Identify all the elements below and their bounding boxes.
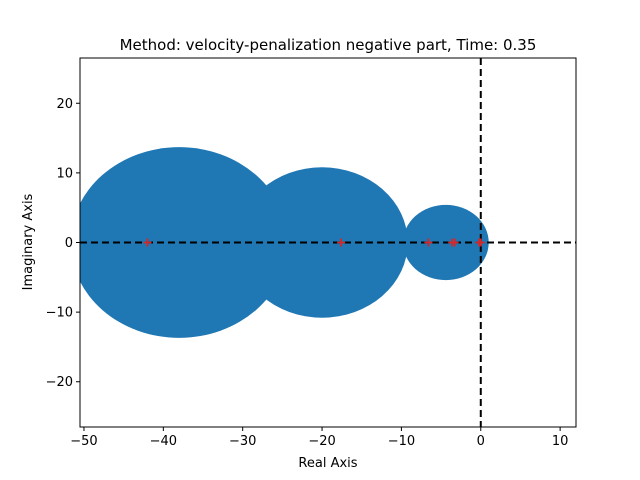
- marker-4: [450, 238, 459, 247]
- x-tick-label-1: −40: [150, 434, 177, 449]
- marker-6: [476, 238, 485, 247]
- marker-0: [143, 238, 152, 247]
- marker-1: [337, 238, 346, 247]
- y-tick-label-3: 10: [56, 166, 73, 181]
- x-tick-label-5: 0: [477, 434, 485, 449]
- axis-ticks: −50 −40 −30 −20 −10 0 10 −20 −10 0 10 20: [46, 97, 569, 449]
- x-tick-label-4: −10: [388, 434, 415, 449]
- chart-title: Method: velocity-penalization negative p…: [120, 36, 537, 54]
- x-axis-label: Real Axis: [298, 456, 357, 471]
- x-tick-label-2: −30: [229, 434, 256, 449]
- y-tick-label-1: −10: [46, 306, 73, 321]
- plot-clip-group: [80, 58, 576, 427]
- x-tick-label-0: −50: [70, 434, 97, 449]
- x-tick-label-6: 10: [552, 434, 569, 449]
- x-tick-label-3: −20: [308, 434, 335, 449]
- plot-area: [79, 57, 577, 428]
- y-tick-label-4: 20: [56, 97, 73, 112]
- y-tick-label-0: −20: [46, 375, 73, 390]
- y-axis-label: Imaginary Axis: [21, 193, 36, 290]
- y-tick-label-2: 0: [65, 236, 73, 251]
- marker-2: [424, 238, 433, 247]
